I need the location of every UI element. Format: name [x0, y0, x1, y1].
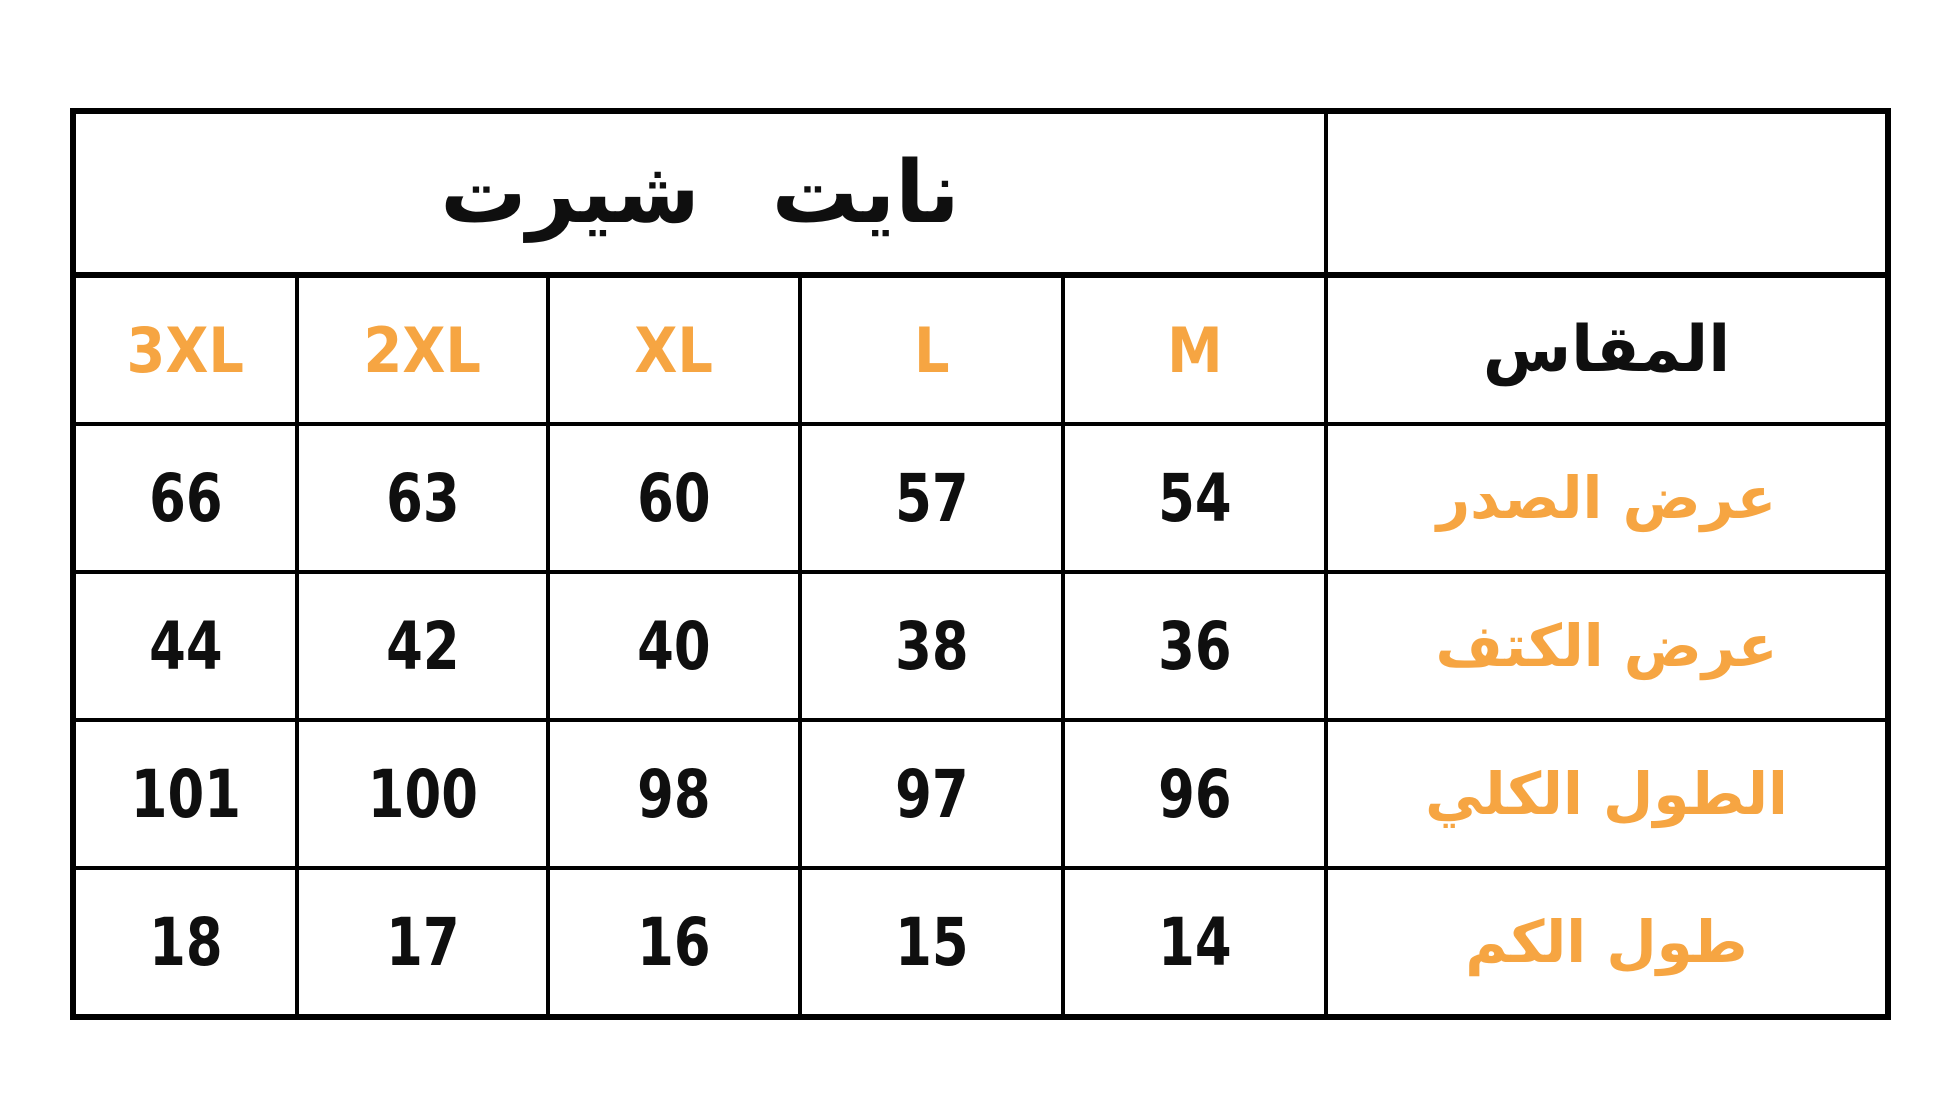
- value-cell: 18: [71, 866, 299, 1019]
- value-cell: 54: [1061, 422, 1328, 574]
- size-header-3xl-cell: 3XL: [71, 273, 299, 426]
- page-title: نايت شيرت: [440, 143, 960, 243]
- row-label-shoulder-width: عرض الكتف: [1435, 612, 1778, 680]
- size-header-l-cell: L: [798, 273, 1065, 426]
- value-cell: 63: [295, 422, 550, 574]
- size-header-l: L: [913, 313, 950, 387]
- size-header-3xl: 3XL: [126, 313, 245, 387]
- sizes-header-row: 3XL 2XL XL L M المقاس: [71, 273, 1890, 426]
- cell-value: 17: [385, 903, 460, 981]
- value-cell: 40: [546, 570, 802, 722]
- cell-value: 98: [637, 755, 711, 833]
- value-cell: 57: [798, 422, 1065, 574]
- cell-value: 38: [894, 607, 969, 685]
- row-label-chest-width: عرض الصدر: [1436, 464, 1777, 532]
- title-row: نايت شيرت: [71, 109, 1890, 278]
- value-cell: 16: [546, 866, 802, 1019]
- value-cell: 66: [71, 422, 299, 574]
- value-cell: 60: [546, 422, 802, 574]
- size-header-m: M: [1166, 313, 1223, 387]
- value-cell: 14: [1061, 866, 1328, 1019]
- cell-value: 54: [1157, 459, 1232, 537]
- size-header-2xl: 2XL: [363, 313, 482, 387]
- table-row-shoulder-width: 44 42 40 38 36 عرض الكتف: [71, 570, 1890, 722]
- row-label-cell: طول الكم: [1324, 866, 1890, 1019]
- row-label-cell: عرض الكتف: [1324, 570, 1890, 722]
- size-header-xl: XL: [634, 313, 714, 387]
- value-cell: 96: [1061, 718, 1328, 870]
- cell-value: 60: [637, 459, 711, 537]
- title-cell: نايت شيرت: [71, 109, 1328, 278]
- cell-value: 44: [148, 607, 223, 685]
- value-cell: 15: [798, 866, 1065, 1019]
- row-label-total-length: الطول الكلي: [1425, 760, 1788, 828]
- cell-value: 14: [1157, 903, 1232, 981]
- measure-column-header: المقاس: [1482, 313, 1731, 387]
- cell-value: 66: [148, 459, 223, 537]
- value-cell: 101: [71, 718, 299, 870]
- cell-value: 15: [894, 903, 969, 981]
- value-cell: 42: [295, 570, 550, 722]
- row-label-sleeve-length: طول الكم: [1465, 908, 1748, 976]
- cell-value: 100: [367, 755, 478, 833]
- cell-value: 40: [637, 607, 711, 685]
- value-cell: 17: [295, 866, 550, 1019]
- cell-value: 101: [130, 755, 241, 833]
- value-cell: 38: [798, 570, 1065, 722]
- cell-value: 63: [385, 459, 460, 537]
- cell-value: 36: [1157, 607, 1232, 685]
- value-cell: 97: [798, 718, 1065, 870]
- empty-corner-cell: [1324, 109, 1890, 278]
- measure-header-cell: المقاس: [1324, 273, 1890, 426]
- row-label-cell: عرض الصدر: [1324, 422, 1890, 574]
- cell-value: 18: [148, 903, 223, 981]
- value-cell: 98: [546, 718, 802, 870]
- size-header-2xl-cell: 2XL: [295, 273, 550, 426]
- table-row-chest-width: 66 63 60 57 54 عرض الصدر: [71, 422, 1890, 574]
- cell-value: 57: [894, 459, 969, 537]
- cell-value: 97: [894, 755, 969, 833]
- value-cell: 36: [1061, 570, 1328, 722]
- size-chart-table: نايت شيرت 3XL 2XL XL L M: [70, 108, 1891, 1020]
- size-header-m-cell: M: [1061, 273, 1328, 426]
- row-label-cell: الطول الكلي: [1324, 718, 1890, 870]
- table-row-sleeve-length: 18 17 16 15 14 طول الكم: [71, 866, 1890, 1019]
- cell-value: 16: [637, 903, 711, 981]
- value-cell: 100: [295, 718, 550, 870]
- value-cell: 44: [71, 570, 299, 722]
- table-row-total-length: 101 100 98 97 96 الطول الكلي: [71, 718, 1890, 870]
- size-header-xl-cell: XL: [546, 273, 802, 426]
- cell-value: 42: [385, 607, 460, 685]
- cell-value: 96: [1157, 755, 1232, 833]
